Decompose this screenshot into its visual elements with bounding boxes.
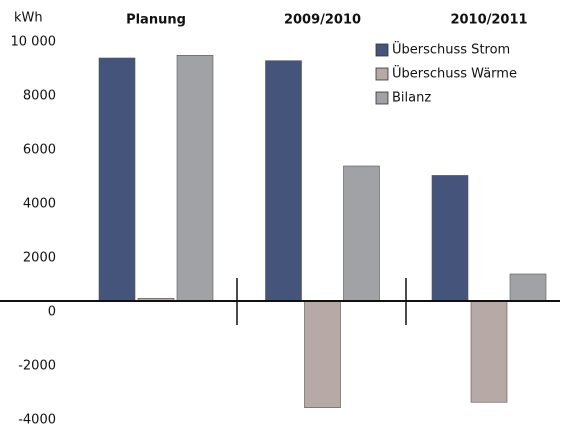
y-tick-label: 8000	[23, 89, 56, 104]
category-label: 2009/2010	[284, 13, 361, 28]
y-tick-label: 10 000	[11, 35, 57, 50]
y-tick-label: 6000	[23, 143, 56, 158]
bar	[304, 300, 341, 408]
y-tick-label: 2000	[23, 251, 56, 266]
category-label: Planung	[126, 13, 186, 28]
legend-label: Überschuss Wärme	[392, 65, 517, 82]
legend-label: Überschuss Strom	[392, 41, 510, 58]
bar	[176, 54, 214, 302]
y-tick-label: 0	[48, 305, 56, 320]
bar	[98, 57, 136, 302]
bar	[343, 165, 380, 302]
legend-swatch	[375, 67, 389, 81]
y-tick-label: -2000	[18, 359, 56, 374]
y-axis-label: kWh	[14, 11, 43, 26]
y-tick-label: 4000	[23, 197, 56, 212]
legend-swatch	[375, 43, 389, 57]
bar	[265, 60, 302, 302]
category-label: 2010/2011	[450, 13, 527, 28]
y-tick-label: -4000	[18, 413, 56, 425]
bar	[470, 300, 508, 403]
legend-swatch	[375, 91, 389, 105]
bar	[431, 175, 469, 302]
bar	[509, 273, 547, 302]
legend-label: Bilanz	[392, 91, 431, 106]
